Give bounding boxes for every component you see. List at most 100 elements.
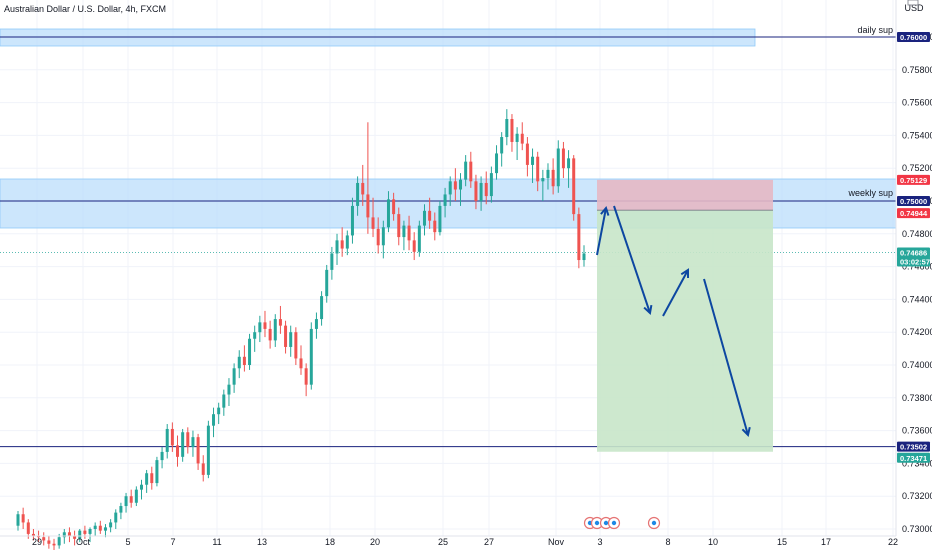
candle-body <box>459 179 463 190</box>
price-tag-bg <box>897 452 930 463</box>
candle-body <box>67 532 71 536</box>
price-tick-label: 0.74400 <box>902 294 932 304</box>
candle-body <box>371 217 375 229</box>
arrow-shaft <box>662 269 689 317</box>
candle-body <box>181 432 185 457</box>
candle-body <box>484 182 488 197</box>
price-tick-label: 0.74600 <box>902 262 932 272</box>
candle-body <box>299 358 303 369</box>
candle-body <box>52 543 56 546</box>
candle-body <box>330 253 334 270</box>
arrow-head <box>680 268 690 279</box>
candle-body <box>263 322 267 329</box>
candle-body <box>129 496 133 503</box>
candle-body <box>253 332 257 339</box>
candle-body <box>294 332 298 359</box>
candle-body <box>242 356 246 365</box>
price-tick-label: 0.75200 <box>902 163 932 173</box>
price-tag-text: 0.73471 <box>900 454 927 463</box>
price-tag-bg <box>897 196 930 206</box>
candles <box>16 109 586 550</box>
candle-body <box>206 425 210 475</box>
candle-body <box>155 460 159 484</box>
calendar-flag-dot <box>611 520 617 526</box>
candle-body <box>114 512 118 523</box>
price-tag-text: 0.74944 <box>900 209 928 218</box>
candle-body <box>237 356 241 369</box>
price-tag-text: 03:02:57 <box>900 257 930 266</box>
candle-body <box>361 182 365 195</box>
lock-icon[interactable] <box>907 0 919 6</box>
candle-body <box>278 319 282 326</box>
candle-body <box>479 182 483 201</box>
candle-body <box>88 529 92 534</box>
time-tick-label: Nov <box>548 537 565 547</box>
price-tick-label: 0.73200 <box>902 491 932 501</box>
candle-body <box>160 451 164 461</box>
price-tag-text: 0.75129 <box>900 176 927 185</box>
candle-body <box>546 169 550 179</box>
candle-body <box>392 199 396 215</box>
candle-body <box>402 225 406 238</box>
candle-body <box>417 225 421 252</box>
price-tick-label: 0.74000 <box>902 360 932 370</box>
time-tick-label: 11 <box>212 537 221 547</box>
candle-body <box>510 119 514 142</box>
candle-body <box>83 530 87 534</box>
candle-body <box>433 220 437 233</box>
projection-arrows[interactable] <box>596 205 751 438</box>
candle-body <box>273 319 277 341</box>
candle-body <box>284 325 288 347</box>
candle-body <box>474 181 478 201</box>
time-tick-label: 20 <box>370 537 380 547</box>
price-tick-label: 0.75400 <box>902 130 932 140</box>
candle-body <box>150 473 154 484</box>
time-tick-label: Oct <box>76 537 91 547</box>
candle-body <box>170 428 174 446</box>
price-tag-text: 0.76000 <box>900 33 927 42</box>
take-profit-zone <box>597 210 773 452</box>
candle-body <box>42 537 46 541</box>
time-tick-label: 15 <box>777 537 787 547</box>
candle-body <box>196 437 200 464</box>
candle-body <box>464 161 468 180</box>
price-tag-bg <box>897 441 930 452</box>
candle-body <box>62 532 66 538</box>
candle-body <box>536 156 540 182</box>
candle-body <box>227 384 231 395</box>
time-tick-label: 29 <box>32 537 42 547</box>
candle-body <box>531 156 535 165</box>
price-tag-text: 0.73502 <box>900 443 927 452</box>
time-tick-label: 5 <box>125 537 130 547</box>
candle-body <box>381 227 385 246</box>
short-position-tool[interactable] <box>597 179 773 452</box>
symbol-title: Australian Dollar / U.S. Dollar, 4h, FXC… <box>4 4 166 14</box>
candle-body <box>397 214 401 238</box>
candle-body <box>26 522 30 534</box>
candle-body <box>289 332 293 347</box>
candle-body <box>407 225 411 241</box>
time-tick-label: 25 <box>438 537 448 547</box>
candle-body <box>124 496 128 507</box>
price-tag-bg <box>897 256 930 267</box>
candle-body <box>191 437 195 447</box>
candle-body <box>386 199 390 228</box>
candle-body <box>515 133 519 142</box>
arrow-head <box>643 304 653 315</box>
candle-body <box>567 158 571 169</box>
candle-body <box>217 407 221 415</box>
candle-body <box>438 205 442 233</box>
arrow-shaft <box>703 278 749 436</box>
event-icons <box>583 516 661 530</box>
price-tag-text: 0.75000 <box>900 197 927 206</box>
time-tick-label: 3 <box>597 537 602 547</box>
candle-body <box>376 228 380 246</box>
time-axis[interactable]: 29 Oct 5 7 11 13 18 20 25 27 Nov 3 8 10 15 17 22 <box>0 535 898 547</box>
candle-body <box>500 137 504 154</box>
candle-body <box>453 181 457 190</box>
candle-body <box>201 463 205 475</box>
candle-body <box>93 525 97 529</box>
time-tick-label: 13 <box>257 537 267 547</box>
candle-body <box>268 328 272 341</box>
